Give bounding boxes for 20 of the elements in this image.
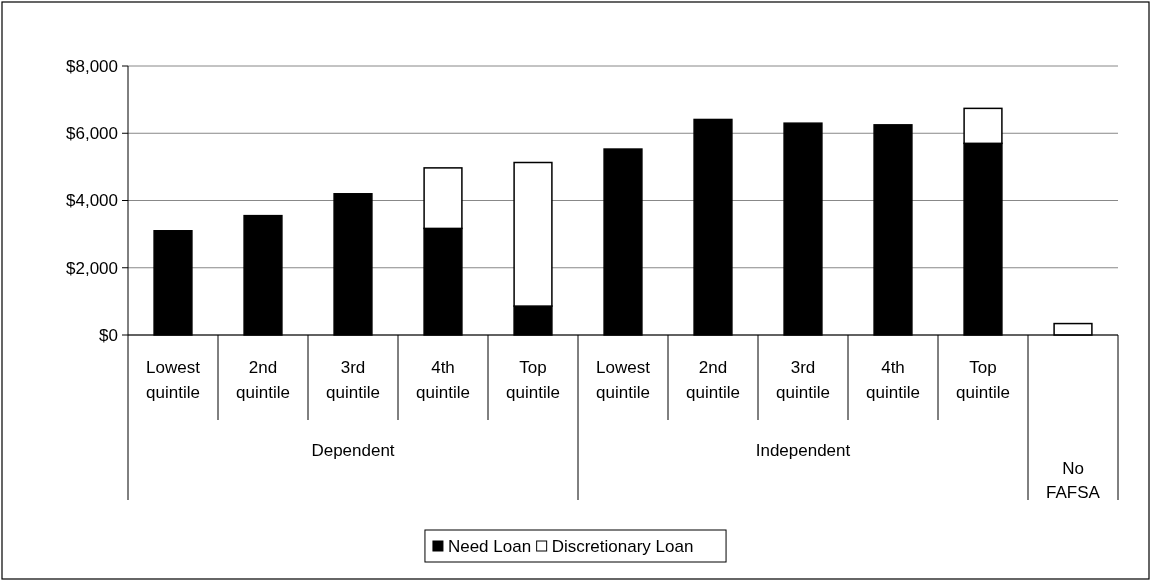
y-tick-label: $2,000 xyxy=(66,258,118,278)
x-tick-label: 2nd quintile xyxy=(236,358,290,402)
x-tick-label: 3rd quintile xyxy=(776,358,830,402)
x-tick-label: 4th quintile xyxy=(866,358,920,402)
y-tick-label: $0 xyxy=(99,325,118,345)
x-tick-label: Top quintile xyxy=(506,358,560,402)
x-tick-label: Top quintile xyxy=(956,358,1010,402)
legend-label: Discretionary Loan xyxy=(551,536,694,556)
y-tick-label: $6,000 xyxy=(66,124,118,144)
x-tick-label: 4th quintile xyxy=(416,358,470,402)
x-tick-label: Lowest quintile xyxy=(596,358,651,402)
text: Dependent xyxy=(311,441,395,460)
legend-label: Need Loan xyxy=(447,536,532,556)
text: Independent xyxy=(755,441,851,460)
x-tick-label: Lowest quintile xyxy=(146,358,201,402)
x-tick-label: 3rd quintile xyxy=(326,358,380,402)
x-tick-label: 2nd quintile xyxy=(686,358,740,402)
text: No FAFSA xyxy=(1046,459,1101,502)
y-tick-label: $4,000 xyxy=(66,191,118,211)
y-tick-label: $8,000 xyxy=(66,56,118,76)
